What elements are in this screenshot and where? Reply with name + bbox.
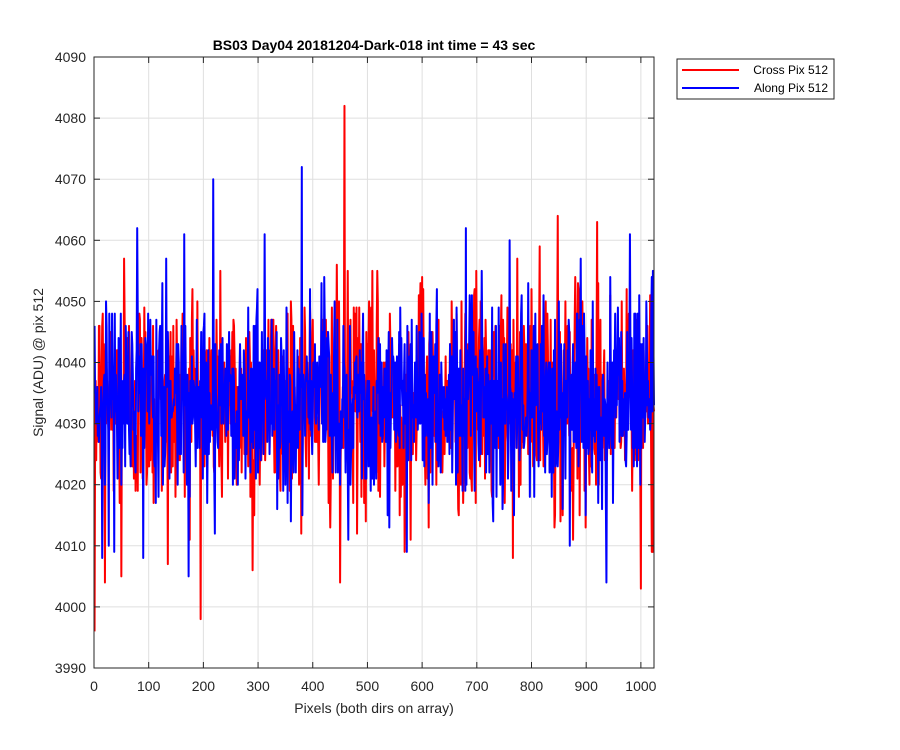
plot-axes[interactable]: 0 100 200 300 400 500 600 700 800 900 1000 3990 4000… xyxy=(55,49,657,694)
y-tick-label: 4040 xyxy=(55,355,86,371)
legend-item[interactable]: Cross Pix 512 xyxy=(682,63,828,77)
x-axis-label: Pixels (both dirs on array) xyxy=(294,700,454,716)
y-tick-label: 4010 xyxy=(55,538,86,554)
x-tick-label: 700 xyxy=(465,678,489,694)
y-tick-label: 4050 xyxy=(55,293,86,309)
x-tick-label: 200 xyxy=(192,678,216,694)
y-axis-label: Signal (ADU) @ pix 512 xyxy=(30,288,46,437)
series-layer xyxy=(93,104,655,632)
x-tick-label: 600 xyxy=(410,678,434,694)
x-tick-label: 400 xyxy=(301,678,325,694)
legend-item[interactable]: Along Pix 512 xyxy=(682,81,828,95)
y-tick-label: 4020 xyxy=(55,477,86,493)
y-tick-label: 4090 xyxy=(55,49,86,65)
chart-title: BS03 Day04 20181204-Dark-018 int time = … xyxy=(213,37,536,53)
x-tick-label: 500 xyxy=(356,678,380,694)
legend-box xyxy=(676,58,835,100)
legend-label: Cross Pix 512 xyxy=(753,63,828,77)
axis-ticks: 0 100 200 300 400 500 600 700 800 900 1000 3990 4000… xyxy=(55,49,657,694)
x-tick-label: 300 xyxy=(246,678,270,694)
legend-label: Along Pix 512 xyxy=(754,81,828,95)
y-tick-label: 4060 xyxy=(55,232,86,248)
x-tick-label: 100 xyxy=(137,678,161,694)
series-line-along-pix-512 xyxy=(93,165,655,584)
x-tick-label: 1000 xyxy=(625,678,656,694)
y-tick-label: 4030 xyxy=(55,416,86,432)
x-tick-label: 800 xyxy=(520,678,544,694)
legend[interactable]: Cross Pix 512 Along Pix 512 xyxy=(676,58,835,100)
y-tick-label: 4000 xyxy=(55,599,86,615)
x-tick-label: 900 xyxy=(575,678,599,694)
x-tick-label: 0 xyxy=(90,678,98,694)
y-tick-label: 4070 xyxy=(55,171,86,187)
y-tick-label: 3990 xyxy=(55,660,86,676)
legend-items: Cross Pix 512 Along Pix 512 xyxy=(682,63,828,95)
y-tick-label: 4080 xyxy=(55,110,86,126)
